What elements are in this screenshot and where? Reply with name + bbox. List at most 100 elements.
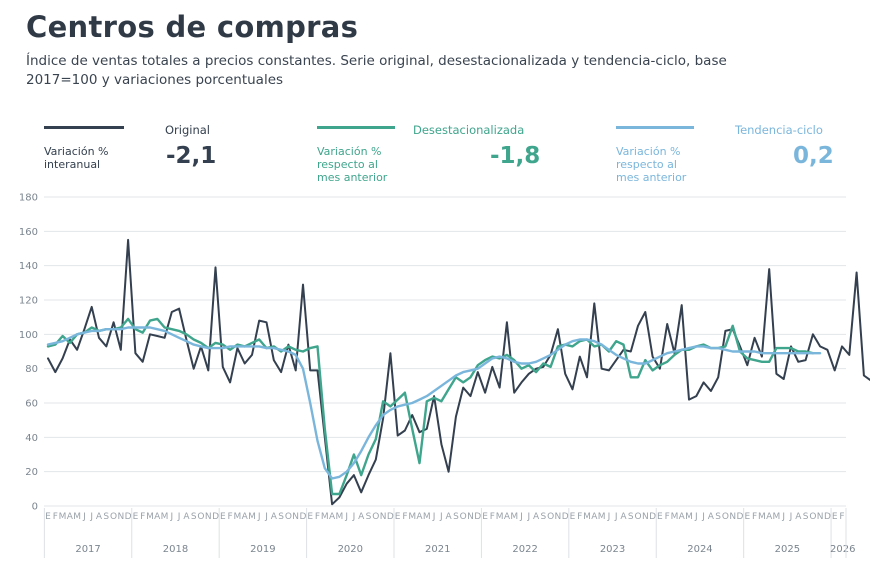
- x-month-label: N: [817, 512, 824, 522]
- x-month-label: J: [701, 512, 705, 522]
- x-month-label: M: [510, 512, 518, 522]
- x-month-label: J: [344, 512, 348, 522]
- x-month-label: E: [657, 512, 663, 522]
- x-month-label: A: [154, 512, 161, 522]
- x-month-label: J: [352, 512, 356, 522]
- x-month-label: F: [315, 512, 320, 522]
- x-month-label: N: [642, 512, 649, 522]
- kpi-desc-original: Variación % interanual: [44, 145, 109, 171]
- x-month-label: J: [694, 512, 698, 522]
- x-month-label: D: [737, 512, 744, 522]
- x-month-label: A: [446, 512, 453, 522]
- x-month-label: J: [526, 512, 530, 522]
- y-tick-label: 40: [25, 433, 38, 444]
- x-month-label: S: [715, 512, 721, 522]
- chart-title: Centros de compras: [26, 10, 359, 44]
- legend-label-original: Original: [165, 123, 211, 137]
- kpi-value-tendencia: 0,2: [793, 143, 834, 169]
- x-month-label: A: [271, 512, 278, 522]
- x-month-label: J: [781, 512, 785, 522]
- x-month-label: J: [439, 512, 443, 522]
- y-tick-label: 160: [19, 227, 38, 238]
- x-month-label: J: [89, 512, 93, 522]
- x-month-label: D: [824, 512, 831, 522]
- x-month-label: D: [299, 512, 306, 522]
- x-month-label: E: [832, 512, 838, 522]
- x-month-label: E: [482, 512, 488, 522]
- x-month-label: A: [679, 512, 686, 522]
- x-month-label: J: [789, 512, 793, 522]
- x-month-label: F: [839, 512, 844, 522]
- x-month-label: F: [140, 512, 145, 522]
- x-month-label: M: [758, 512, 766, 522]
- x-month-label: M: [234, 512, 242, 522]
- x-month-label: A: [591, 512, 598, 522]
- x-month-label: F: [402, 512, 407, 522]
- x-month-label: F: [53, 512, 58, 522]
- y-tick-label: 140: [19, 261, 38, 272]
- x-month-label: M: [671, 512, 679, 522]
- x-month-label: A: [242, 512, 249, 522]
- x-month-label: J: [257, 512, 261, 522]
- x-month-label: N: [292, 512, 299, 522]
- x-month-label: M: [59, 512, 67, 522]
- x-month-label: S: [103, 512, 109, 522]
- x-month-label: J: [614, 512, 618, 522]
- x-month-label: A: [620, 512, 627, 522]
- x-month-label: D: [387, 512, 394, 522]
- x-month-label: A: [766, 512, 773, 522]
- x-month-label: D: [474, 512, 481, 522]
- x-month-label: E: [45, 512, 51, 522]
- x-month-label: O: [197, 512, 204, 522]
- x-month-label: M: [321, 512, 329, 522]
- x-month-label: M: [146, 512, 154, 522]
- x-month-label: M: [248, 512, 256, 522]
- x-month-label: M: [583, 512, 591, 522]
- series-line-tendencia-ciclo: [46, 326, 822, 480]
- x-year-label: 2019: [250, 544, 275, 555]
- x-month-label: A: [329, 512, 336, 522]
- x-month-label: O: [722, 512, 729, 522]
- x-month-label: O: [547, 512, 554, 522]
- x-month-label: O: [110, 512, 117, 522]
- x-month-label: D: [125, 512, 132, 522]
- x-month-label: M: [773, 512, 781, 522]
- x-month-label: J: [519, 512, 523, 522]
- x-year-label: 2017: [75, 544, 100, 555]
- x-month-label: M: [685, 512, 693, 522]
- y-tick-label: 80: [25, 364, 38, 375]
- x-month-label: N: [380, 512, 387, 522]
- legend-label-desestacionalizada: Desestacionalizada: [413, 123, 525, 137]
- x-month-label: M: [335, 512, 343, 522]
- x-month-label: S: [191, 512, 197, 522]
- x-month-label: A: [358, 512, 365, 522]
- kpi-value-original: -2,1: [166, 143, 217, 169]
- x-month-label: O: [809, 512, 816, 522]
- x-month-label: A: [504, 512, 511, 522]
- series-line-desestacionalizada: [46, 317, 815, 496]
- x-month-label: A: [96, 512, 103, 522]
- x-month-label: A: [416, 512, 423, 522]
- y-tick-label: 180: [19, 193, 38, 204]
- x-month-label: E: [307, 512, 313, 522]
- x-month-label: O: [634, 512, 641, 522]
- x-month-label: S: [453, 512, 459, 522]
- x-month-label: E: [395, 512, 401, 522]
- x-year-label: 2022: [512, 544, 537, 555]
- y-tick-label: 20: [25, 467, 38, 478]
- x-month-label: S: [803, 512, 809, 522]
- x-year-label: 2024: [687, 544, 712, 555]
- x-year-label: 2018: [163, 544, 188, 555]
- x-month-label: J: [170, 512, 174, 522]
- x-month-label: O: [372, 512, 379, 522]
- x-year-label: 2020: [338, 544, 363, 555]
- y-tick-label: 100: [19, 330, 38, 341]
- x-month-label: M: [423, 512, 431, 522]
- x-month-label: N: [555, 512, 562, 522]
- x-month-label: N: [205, 512, 212, 522]
- x-month-label: A: [795, 512, 802, 522]
- y-tick-label: 0: [32, 502, 38, 513]
- x-month-label: M: [161, 512, 169, 522]
- legend-label-tendencia: Tendencia-ciclo: [735, 123, 823, 137]
